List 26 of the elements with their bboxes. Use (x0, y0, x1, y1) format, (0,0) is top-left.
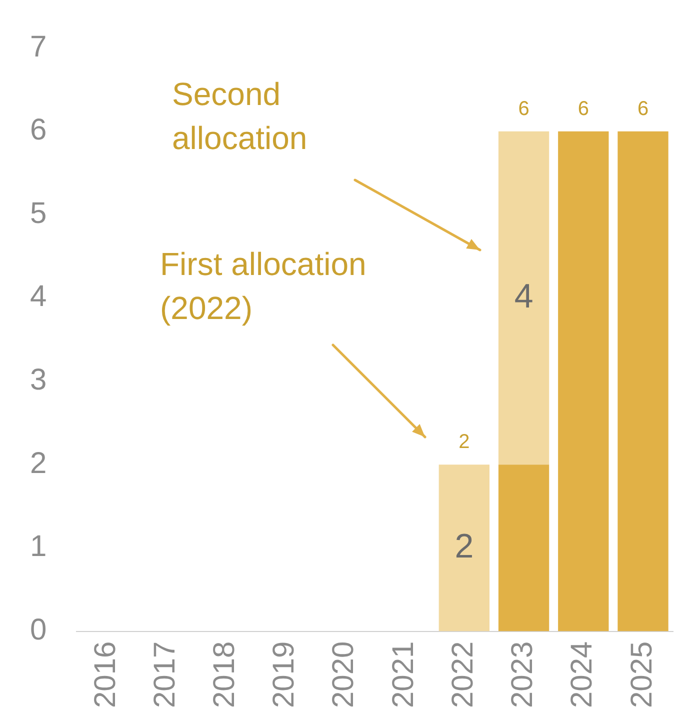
total-label: 2 (458, 431, 470, 454)
y-tick-label: 3 (30, 364, 47, 397)
annotation: Second allocation (172, 76, 308, 156)
y-tick-label: 2 (30, 446, 47, 480)
y-tick-label: 4 (30, 280, 47, 314)
y-tick-label: 5 (30, 196, 47, 230)
x-tick-label: 2020 (327, 641, 360, 708)
x-tick-label: 2025 (625, 641, 658, 708)
y-tick-label: 7 (30, 30, 47, 64)
y-tick-label: 1 (30, 530, 47, 564)
x-tick-label: 2023 (506, 641, 540, 708)
x-tick-label: 2016 (88, 641, 122, 708)
y-tick-label: 0 (30, 614, 47, 647)
x-tick-label: 2024 (566, 641, 599, 708)
x-tick-label: 2021 (386, 641, 420, 708)
annotation: First allocation (2022) (160, 246, 366, 326)
x-tick-label: 2017 (148, 641, 182, 708)
data-label: 2 (454, 527, 474, 566)
x-tick-label: 2022 (446, 641, 480, 708)
x-tick-label: 2018 (208, 641, 241, 708)
data-label: 4 (514, 277, 534, 316)
total-label: 6 (578, 98, 589, 120)
total-label: 6 (637, 98, 649, 120)
x-tick-label: 2019 (268, 641, 301, 708)
y-tick-label: 6 (30, 114, 47, 147)
total-label: 6 (518, 98, 530, 120)
